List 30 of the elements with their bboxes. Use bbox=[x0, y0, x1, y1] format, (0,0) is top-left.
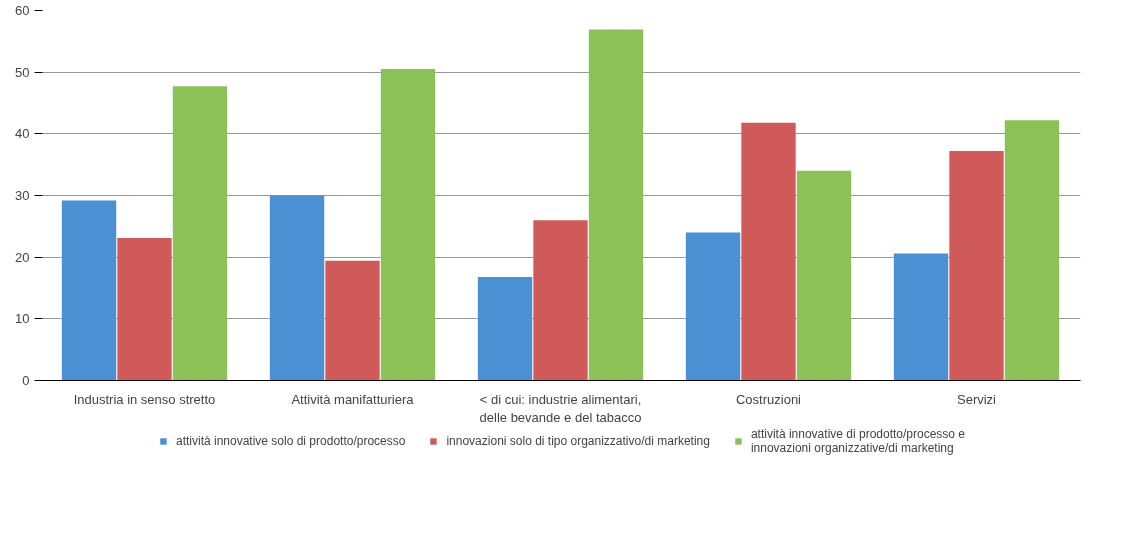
y-tick-label: 30 bbox=[15, 188, 30, 203]
legend-label: attività innovative di prodotto/processo e innovazioni organizzative/di marketing bbox=[750, 427, 966, 455]
x-tick-label: < di cui: industrie alimentari, delle bevande e del tabacco bbox=[479, 391, 642, 425]
bar bbox=[325, 260, 380, 381]
bar bbox=[269, 195, 325, 381]
bar bbox=[1004, 120, 1060, 381]
bar bbox=[477, 276, 533, 381]
x-tick-label: Industria in senso stretto bbox=[73, 391, 216, 407]
legend-label: innovazioni solo di tipo organizzativo/di marketing bbox=[446, 434, 710, 448]
bar bbox=[172, 86, 228, 381]
x-tick-label: Attività manifatturiera bbox=[291, 391, 415, 407]
bar bbox=[949, 151, 1004, 381]
bar bbox=[61, 200, 117, 381]
y-tick-label: 20 bbox=[15, 249, 30, 265]
bar bbox=[588, 29, 644, 381]
bar bbox=[685, 232, 741, 381]
bar bbox=[893, 253, 949, 381]
bar bbox=[796, 170, 852, 381]
y-tick-label: 40 bbox=[15, 126, 30, 142]
y-tick-label: 50 bbox=[15, 64, 30, 80]
x-tick-label: Servizi bbox=[957, 391, 997, 407]
y-tick-label: 10 bbox=[15, 311, 30, 327]
bar bbox=[741, 122, 796, 381]
bar bbox=[117, 238, 172, 381]
x-tick-label: Costruzioni bbox=[735, 391, 802, 407]
legend-label: attività innovative solo di prodotto/processo bbox=[175, 434, 406, 448]
y-tick-label: 60 bbox=[15, 3, 30, 18]
bar bbox=[533, 220, 588, 381]
bar bbox=[380, 69, 436, 381]
y-tick-label: 0 bbox=[22, 373, 30, 388]
